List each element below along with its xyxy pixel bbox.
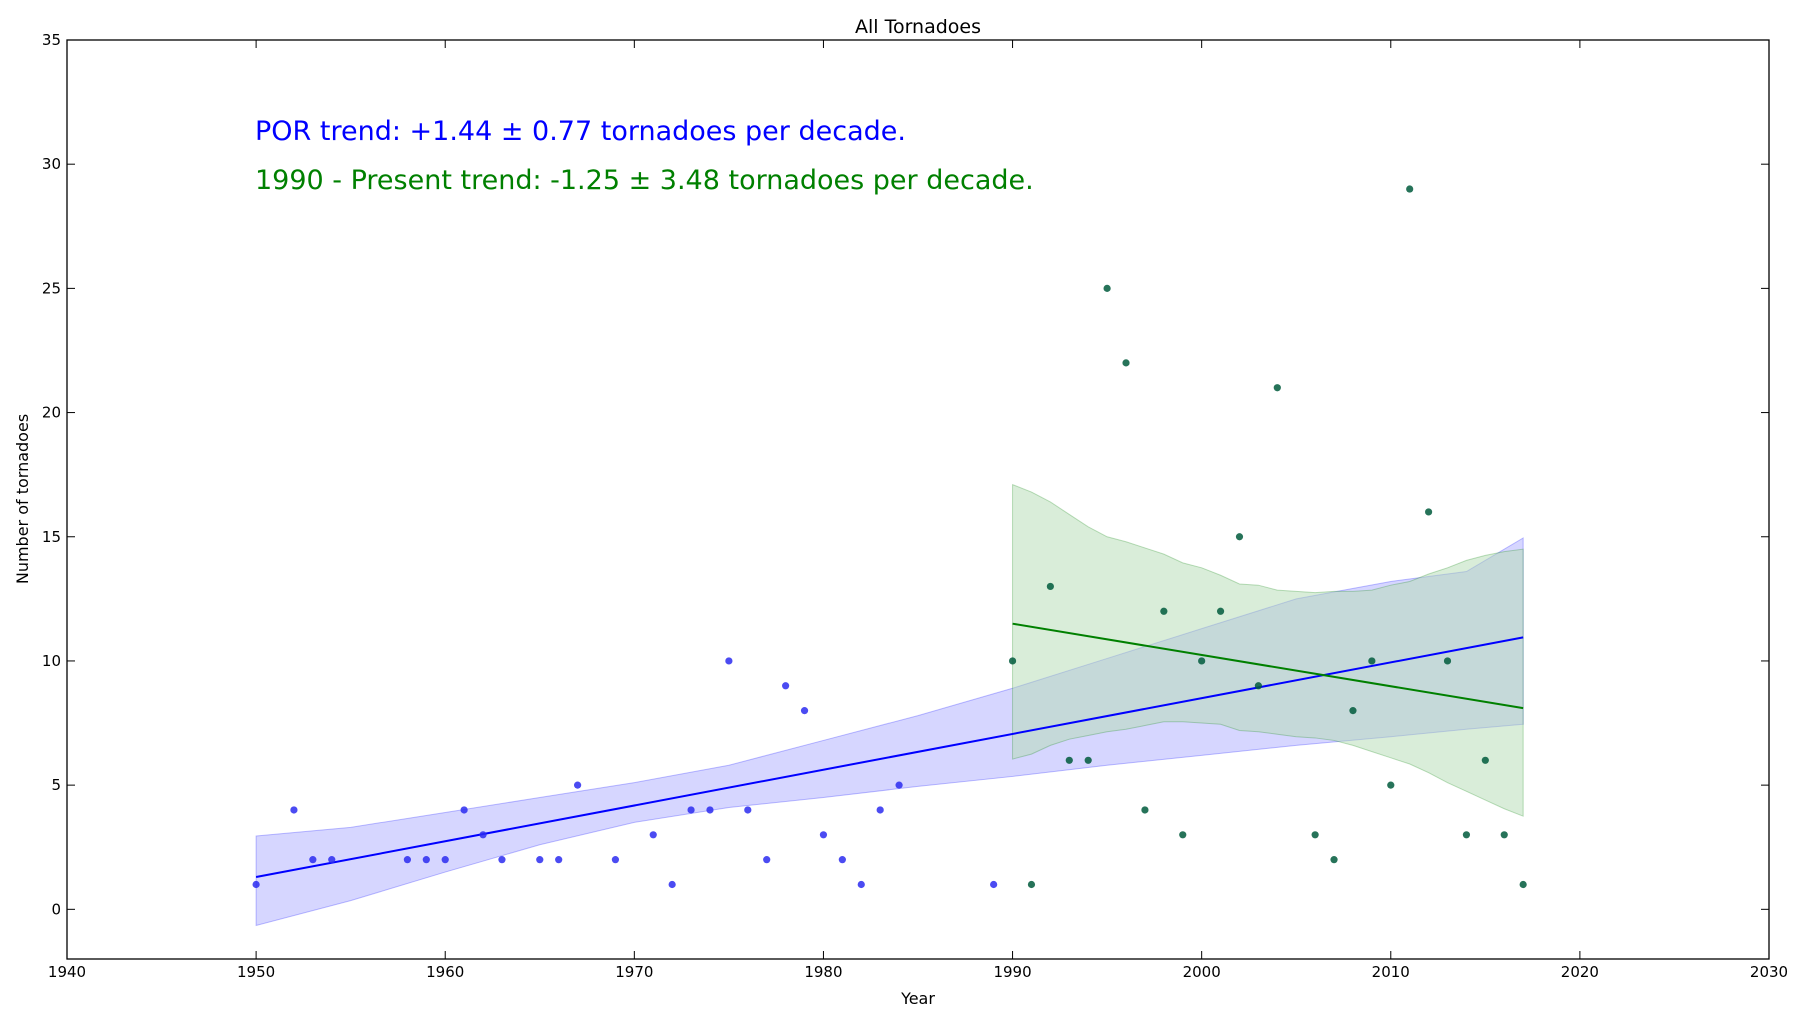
data-point-por: [252, 880, 260, 889]
data-point-recent: [1481, 756, 1489, 764]
data-point-por: [725, 657, 733, 665]
data-point-recent: [1330, 856, 1338, 864]
data-point-por: [876, 806, 884, 814]
data-point-recent: [1179, 831, 1187, 839]
chart-title: All Tornadoes: [855, 16, 981, 38]
data-point-recent: [1500, 831, 1508, 839]
x-tick-label: 1940: [48, 963, 86, 981]
data-point-por: [555, 856, 563, 864]
data-point-recent: [1443, 657, 1452, 665]
y-tick-label: 25: [42, 279, 61, 297]
data-point-recent: [1273, 384, 1281, 392]
data-point-recent: [1122, 359, 1130, 367]
data-point-recent: [1254, 682, 1262, 690]
x-tick-label: 1980: [804, 963, 842, 981]
data-point-por: [819, 831, 828, 839]
data-point-recent: [1046, 582, 1054, 591]
data-point-por: [290, 806, 298, 814]
plot-frame: [66, 39, 1770, 960]
data-point-recent: [1425, 508, 1433, 516]
data-point-recent: [1216, 607, 1225, 615]
data-point-por: [649, 831, 657, 839]
data-point-recent: [1235, 533, 1244, 541]
data-point-recent: [1519, 880, 1527, 889]
data-point-por: [328, 856, 336, 864]
confidence-bands: [255, 483, 1524, 927]
data-point-recent: [1008, 657, 1017, 665]
recent-trend-annotation: 1990 - Present trend: -1.25 ± 3.48 torna…: [255, 165, 1034, 196]
data-point-por: [763, 856, 771, 864]
data-point-por: [309, 856, 317, 864]
x-tick-label: 2000: [1183, 963, 1221, 981]
data-point-recent: [1141, 806, 1149, 814]
data-point-por: [611, 856, 620, 864]
data-point-por: [990, 880, 998, 889]
confidence-band-recent: [1012, 483, 1524, 817]
data-point-por: [536, 856, 544, 864]
data-point-por: [687, 806, 695, 814]
y-tick-label: 10: [42, 652, 61, 670]
data-point-por: [668, 880, 676, 889]
data-points: [252, 185, 1527, 889]
x-tick-label: 1990: [993, 963, 1031, 981]
data-point-recent: [1027, 880, 1036, 889]
data-point-por: [460, 806, 468, 814]
data-point-por: [838, 856, 846, 864]
data-point-por: [498, 856, 506, 864]
data-point-recent: [1406, 185, 1414, 193]
por-trend-annotation: POR trend: +1.44 ± 0.77 tornadoes per de…: [255, 116, 906, 147]
y-tick-label: 20: [42, 404, 61, 422]
data-point-por: [479, 831, 487, 839]
trend-lines: [255, 622, 1524, 879]
x-axis-label: Year: [900, 989, 935, 1008]
y-axis-label: Number of tornadoes: [13, 414, 32, 584]
data-point-recent: [1198, 657, 1206, 665]
data-point-por: [895, 781, 903, 789]
data-point-recent: [1065, 756, 1073, 764]
data-point-por: [782, 682, 790, 690]
data-point-por: [422, 856, 430, 864]
data-point-recent: [1387, 781, 1395, 789]
data-point-por: [857, 880, 865, 889]
plot-background: [67, 40, 1769, 959]
trend-line-por: [255, 636, 1524, 879]
y-tick-label: 15: [42, 528, 61, 546]
data-point-recent: [1349, 707, 1357, 715]
x-tick-label: 1960: [426, 963, 464, 981]
x-tick-label: 2020: [1561, 963, 1599, 981]
data-point-por: [800, 707, 809, 715]
data-point-recent: [1160, 607, 1168, 615]
trend-line-recent: [1012, 622, 1524, 710]
y-axis-ticks: 0 5 10 15 20 25 30 35: [42, 31, 1769, 918]
data-point-por: [403, 856, 411, 864]
y-tick-label: 0: [51, 900, 61, 918]
data-point-por: [744, 806, 752, 814]
x-tick-label: 2010: [1372, 963, 1410, 981]
x-tick-label: 2030: [1750, 963, 1788, 981]
data-point-recent: [1084, 756, 1092, 764]
data-point-recent: [1368, 657, 1376, 665]
x-tick-label: 1950: [237, 963, 275, 981]
data-point-recent: [1311, 831, 1319, 839]
x-tick-label: 1970: [615, 963, 653, 981]
y-tick-label: 30: [42, 155, 61, 173]
data-point-recent: [1462, 831, 1471, 839]
data-point-por: [441, 856, 449, 864]
data-point-por: [706, 806, 714, 814]
x-axis-ticks: 1940 1950 1960 1970 1980 1990 2000 2010 2020 2030: [48, 40, 1788, 981]
data-point-recent: [1103, 284, 1111, 292]
data-point-por: [574, 781, 582, 789]
y-tick-label: 5: [51, 776, 61, 794]
y-tick-label: 35: [42, 31, 61, 49]
